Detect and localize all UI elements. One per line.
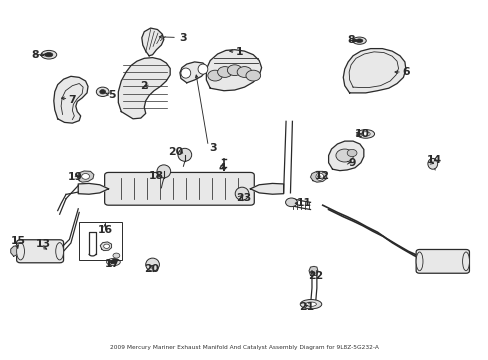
Text: 3: 3 — [179, 33, 187, 43]
Ellipse shape — [415, 252, 422, 271]
Text: 22: 22 — [307, 271, 323, 282]
Polygon shape — [308, 266, 317, 275]
Text: 3: 3 — [208, 143, 216, 153]
Text: 1: 1 — [235, 47, 243, 57]
FancyBboxPatch shape — [17, 240, 63, 263]
Circle shape — [335, 149, 353, 162]
Polygon shape — [206, 50, 261, 91]
Text: 20: 20 — [168, 147, 183, 157]
Polygon shape — [343, 49, 405, 93]
Text: 19: 19 — [68, 172, 83, 182]
Text: 4: 4 — [218, 163, 226, 174]
Circle shape — [217, 67, 232, 77]
Ellipse shape — [352, 37, 366, 44]
Ellipse shape — [356, 130, 374, 138]
Polygon shape — [11, 246, 22, 256]
Text: 2009 Mercury Mariner Exhaust Manifold And Catalyst Assembly Diagram for 9L8Z-5G2: 2009 Mercury Mariner Exhaust Manifold An… — [110, 345, 378, 350]
Ellipse shape — [361, 132, 369, 136]
Text: 18: 18 — [149, 171, 163, 181]
Text: 8: 8 — [31, 50, 39, 60]
Text: 2: 2 — [140, 81, 148, 91]
Polygon shape — [100, 242, 111, 251]
Polygon shape — [328, 141, 363, 171]
Text: 9: 9 — [347, 158, 355, 168]
Ellipse shape — [305, 302, 316, 306]
Ellipse shape — [462, 252, 468, 271]
Text: 20: 20 — [144, 264, 159, 274]
Text: 12: 12 — [315, 171, 329, 181]
Polygon shape — [118, 58, 170, 119]
Ellipse shape — [178, 148, 191, 161]
Text: 14: 14 — [426, 155, 441, 165]
Ellipse shape — [300, 300, 321, 309]
Polygon shape — [77, 171, 94, 182]
Text: 5: 5 — [107, 90, 115, 100]
Bar — [79, 222, 122, 260]
Ellipse shape — [56, 243, 63, 260]
Text: 16: 16 — [98, 225, 112, 235]
Circle shape — [285, 198, 297, 207]
Circle shape — [237, 67, 251, 77]
Circle shape — [207, 70, 222, 81]
Polygon shape — [180, 62, 206, 83]
Ellipse shape — [41, 50, 57, 59]
Polygon shape — [142, 28, 163, 56]
Polygon shape — [310, 171, 326, 182]
Ellipse shape — [145, 258, 159, 271]
Ellipse shape — [17, 243, 24, 260]
Circle shape — [113, 253, 120, 258]
Text: 17: 17 — [105, 258, 120, 269]
Circle shape — [346, 149, 356, 157]
Circle shape — [103, 244, 109, 248]
Circle shape — [81, 174, 89, 179]
Circle shape — [245, 70, 260, 81]
Ellipse shape — [198, 64, 207, 74]
FancyBboxPatch shape — [415, 249, 468, 273]
Ellipse shape — [427, 158, 437, 169]
Text: 8: 8 — [346, 35, 354, 45]
Text: 7: 7 — [68, 95, 76, 105]
Text: 11: 11 — [296, 198, 311, 208]
Circle shape — [227, 65, 242, 76]
Ellipse shape — [157, 165, 170, 178]
Text: 10: 10 — [354, 129, 368, 139]
Ellipse shape — [110, 260, 117, 264]
FancyBboxPatch shape — [104, 172, 254, 205]
Polygon shape — [78, 184, 108, 194]
Polygon shape — [250, 184, 283, 194]
Ellipse shape — [45, 53, 53, 57]
Ellipse shape — [315, 173, 323, 180]
Text: 13: 13 — [36, 239, 50, 249]
Polygon shape — [54, 76, 88, 123]
Text: 21: 21 — [299, 302, 314, 312]
Circle shape — [100, 90, 105, 94]
Ellipse shape — [181, 68, 190, 78]
Ellipse shape — [106, 258, 120, 266]
Circle shape — [96, 87, 109, 96]
Ellipse shape — [355, 39, 362, 42]
Text: 23: 23 — [235, 193, 251, 203]
Ellipse shape — [235, 187, 248, 200]
Text: 6: 6 — [401, 67, 409, 77]
Text: 15: 15 — [11, 236, 26, 246]
